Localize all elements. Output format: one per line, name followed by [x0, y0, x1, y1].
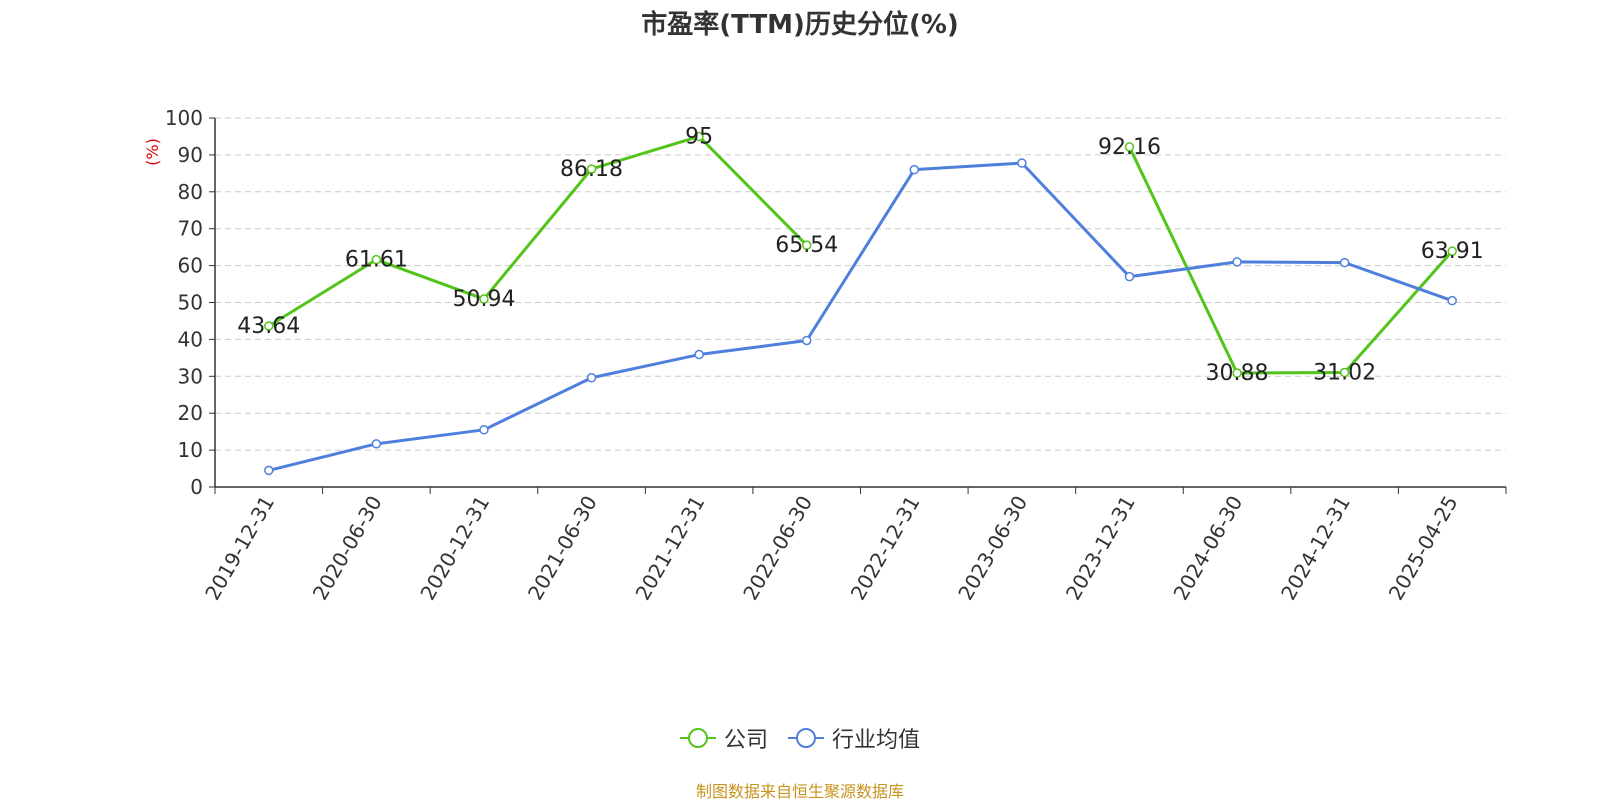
series-line-company [268, 134, 808, 328]
x-tick-label: 2024-06-30 [1168, 492, 1247, 605]
x-tick-label: 2025-04-25 [1384, 492, 1463, 605]
data-label-company: 30.88 [1206, 361, 1269, 386]
series-lines [264, 131, 1457, 476]
legend-company-icon [679, 728, 716, 748]
y-tick-label: 100 [165, 106, 203, 130]
y-tick-label: 10 [178, 438, 203, 462]
data-labels: 43.64 61.61 50.94 86.18 95 65.54 92.16 30.88 31.… [237, 124, 1483, 386]
data-point-company [479, 294, 489, 304]
legend-company-marker [687, 728, 708, 748]
data-label-company: 31.02 [1313, 361, 1376, 386]
data-point-industry [909, 164, 920, 175]
data-point-industry [371, 439, 382, 449]
x-tick-label: 2020-12-31 [415, 492, 494, 605]
x-tick-label: 2022-12-31 [846, 492, 925, 605]
x-tick-label: 2023-12-31 [1061, 492, 1140, 605]
x-tick-label: 2020-06-30 [308, 492, 387, 605]
data-label-company: 92.16 [1098, 135, 1161, 160]
data-point-industry [801, 335, 812, 346]
x-tick-label: 2023-06-30 [953, 492, 1032, 605]
axes: 0 10 20 30 40 50 60 70 80 90 100(%) 2019-12-31 2020-… [143, 106, 1507, 605]
data-point-company [264, 321, 274, 331]
y-tick-label: 40 [178, 327, 203, 351]
data-label-company: 86.18 [560, 157, 623, 182]
data-point-industry [1339, 257, 1350, 268]
x-tick-label: 2021-06-30 [523, 492, 602, 605]
y-tick-label: 0 [190, 475, 203, 499]
data-label-company: 63.91 [1421, 239, 1484, 264]
legend: 公司 行业均值 [0, 722, 1600, 754]
y-tick-label: 50 [178, 291, 203, 315]
source-note: 制图数据来自恒生聚源数据库 [695, 782, 904, 801]
legend-industry-icon [788, 728, 824, 748]
y-axis-label: (%) [143, 138, 162, 166]
series-line-company [1128, 146, 1454, 375]
grid-lines [215, 117, 1506, 451]
data-point-company [801, 240, 812, 250]
data-label-company: 61.61 [345, 248, 408, 273]
y-tick-label: 70 [178, 217, 203, 241]
x-tick-label: 2019-12-31 [200, 492, 279, 605]
x-tick-label: 2022-06-30 [738, 492, 817, 605]
data-label-company: 43.64 [237, 314, 300, 339]
data-point-industry [694, 349, 704, 360]
y-tick-label: 20 [178, 401, 203, 425]
y-tick-label: 30 [178, 364, 203, 388]
data-point-company [1232, 368, 1242, 378]
data-point-company [371, 254, 382, 265]
data-point-company [1339, 367, 1350, 378]
data-point-company [586, 164, 597, 174]
data-label-company: 50.94 [452, 287, 515, 312]
data-point-company [1447, 246, 1457, 256]
legend-industry-marker [796, 728, 816, 748]
data-point-industry [1447, 295, 1457, 306]
y-tick-label: 90 [178, 143, 203, 167]
data-point-industry [1232, 257, 1242, 267]
chart-title: 市盈率(TTM)历史分位(%) [641, 10, 959, 40]
y-tick-label: 80 [178, 180, 203, 204]
legend-industry-label: 行业均值 [832, 728, 921, 753]
data-point-industry [264, 465, 274, 476]
data-point-industry [479, 425, 489, 435]
y-tick-label: 60 [178, 254, 203, 278]
series-line-industry [268, 161, 1453, 472]
x-tick-label: 2021-12-31 [631, 492, 710, 605]
data-label-company: 95 [685, 124, 713, 149]
data-point-company [1124, 142, 1135, 152]
data-point-industry [586, 373, 597, 383]
data-point-industry [1124, 271, 1135, 282]
legend-item-company[interactable]: 公司 [679, 722, 768, 754]
legend-item-industry[interactable]: 行业均值 [788, 722, 920, 754]
data-point-company [694, 131, 704, 142]
x-tick-label: 2024-12-31 [1276, 492, 1355, 605]
legend-company-label: 公司 [723, 728, 768, 753]
data-point-industry [1017, 158, 1027, 168]
data-label-company: 65.54 [775, 233, 838, 258]
